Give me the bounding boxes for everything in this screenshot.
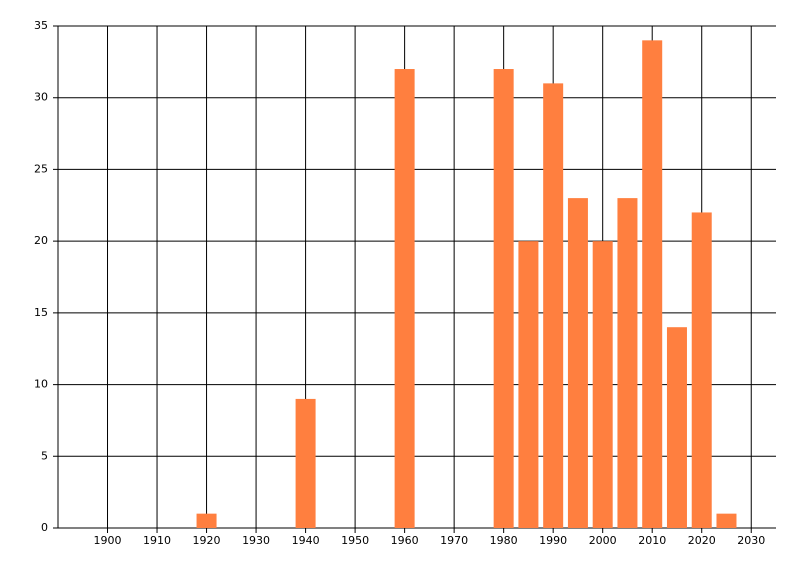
bar [518, 241, 539, 528]
y-tick-label: 35 [34, 19, 48, 32]
x-tick-label: 1960 [391, 534, 419, 547]
y-tick-label: 5 [41, 449, 48, 462]
x-tick-label: 1990 [539, 534, 567, 547]
bar [567, 198, 588, 528]
bar [394, 69, 415, 529]
x-tick-label: 1970 [440, 534, 468, 547]
y-tick-label: 30 [34, 91, 48, 104]
bar [666, 327, 687, 528]
x-tick-label: 1940 [292, 534, 320, 547]
x-tick-label: 1910 [143, 534, 171, 547]
x-tick-label: 2010 [638, 534, 666, 547]
x-tick-label: 1980 [490, 534, 518, 547]
bar [642, 40, 663, 528]
bar [617, 198, 638, 528]
bar [493, 69, 514, 529]
y-tick-label: 0 [41, 521, 48, 534]
bar [543, 83, 564, 528]
bar [196, 513, 217, 528]
x-tick-label: 1950 [341, 534, 369, 547]
x-tick-label: 2030 [737, 534, 765, 547]
bar [691, 212, 712, 528]
y-tick-label: 10 [34, 378, 48, 391]
y-tick-label: 25 [34, 162, 48, 175]
x-tick-label: 1900 [94, 534, 122, 547]
bar [716, 513, 737, 528]
x-tick-label: 2020 [688, 534, 716, 547]
bar [592, 241, 613, 528]
bar [295, 398, 316, 528]
y-tick-label: 15 [34, 306, 48, 319]
x-tick-label: 2000 [589, 534, 617, 547]
x-tick-label: 1920 [193, 534, 221, 547]
x-tick-label: 1930 [242, 534, 270, 547]
y-tick-label: 20 [34, 234, 48, 247]
